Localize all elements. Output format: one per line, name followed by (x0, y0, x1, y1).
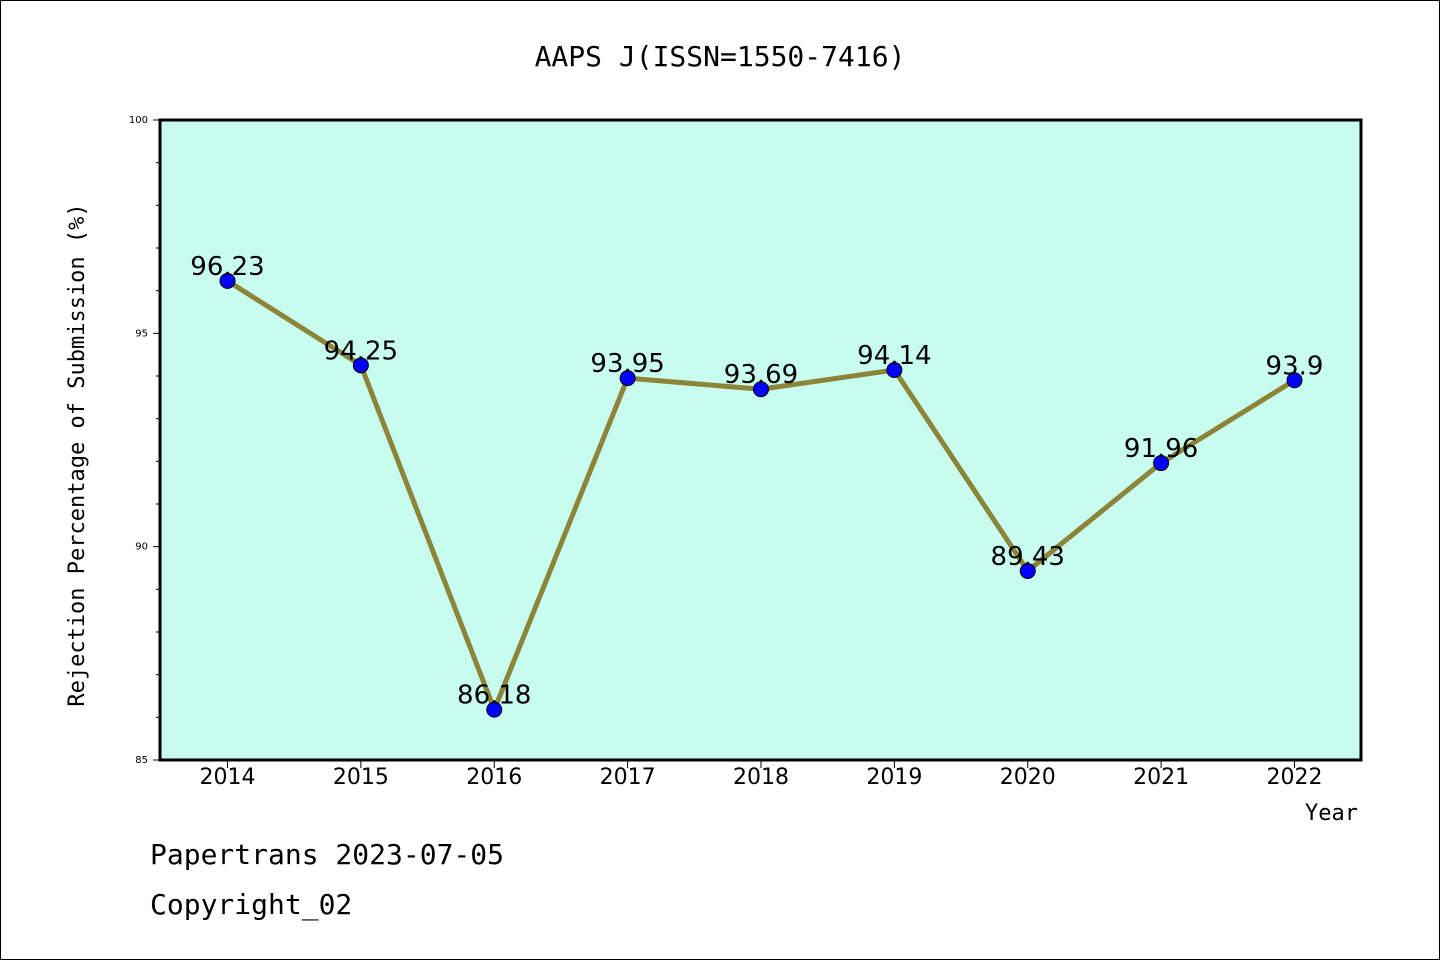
data-label: 91.96 (1124, 434, 1198, 464)
x-tick-label: 2014 (200, 765, 256, 790)
data-label: 93.69 (724, 360, 798, 390)
footer-copyright: Copyright_02 (150, 888, 352, 922)
data-label: 93.9 (1266, 351, 1324, 381)
data-label: 94.25 (324, 336, 398, 366)
data-point (1286, 372, 1303, 389)
data-label: 93.95 (590, 349, 664, 379)
y-axis-label: Rejection Percentage of Submission (%) (65, 203, 90, 706)
data-point (753, 381, 769, 398)
y-tick-label: 95 (135, 328, 148, 339)
data-point (1153, 455, 1170, 472)
series: 96.23 94.25 86.18 93.95 93.69 94.14 89.43 91.96… (190, 252, 1324, 718)
y-tick-label: 100 (129, 115, 148, 126)
plot-area (158, 118, 1363, 762)
y-tick-label: 90 (135, 542, 148, 553)
data-point (352, 357, 369, 374)
data-point (886, 362, 903, 379)
data-point (219, 272, 236, 289)
data-label: 89.43 (991, 542, 1065, 572)
chart-title: AAPS J(ISSN=1550-7416) (535, 40, 906, 73)
x-tick-label: 2016 (466, 765, 522, 790)
data-point (619, 370, 636, 387)
x-tick-label: 2019 (866, 765, 922, 790)
footer-date: Papertrans 2023-07-05 (150, 838, 504, 871)
data-label: 94.14 (857, 341, 931, 371)
data-point (486, 701, 503, 718)
x-tick-label: 2020 (1000, 765, 1056, 790)
data-label: 86.18 (457, 681, 531, 711)
x-axis: 2014 2015 2016 2017 2018 2019 2020 2021 2022 (200, 760, 1323, 790)
x-tick-label: 2022 (1267, 765, 1323, 790)
x-tick-label: 2018 (733, 765, 789, 790)
data-point (1019, 562, 1036, 579)
x-axis-label: Year (1305, 801, 1358, 826)
x-tick-label: 2017 (600, 765, 656, 790)
y-tick-label: 85 (135, 755, 148, 766)
x-tick-label: 2021 (1133, 765, 1189, 790)
data-label: 96.23 (190, 252, 264, 282)
y-axis: 85 90 95 100 (129, 115, 160, 766)
x-tick-label: 2015 (333, 765, 389, 790)
